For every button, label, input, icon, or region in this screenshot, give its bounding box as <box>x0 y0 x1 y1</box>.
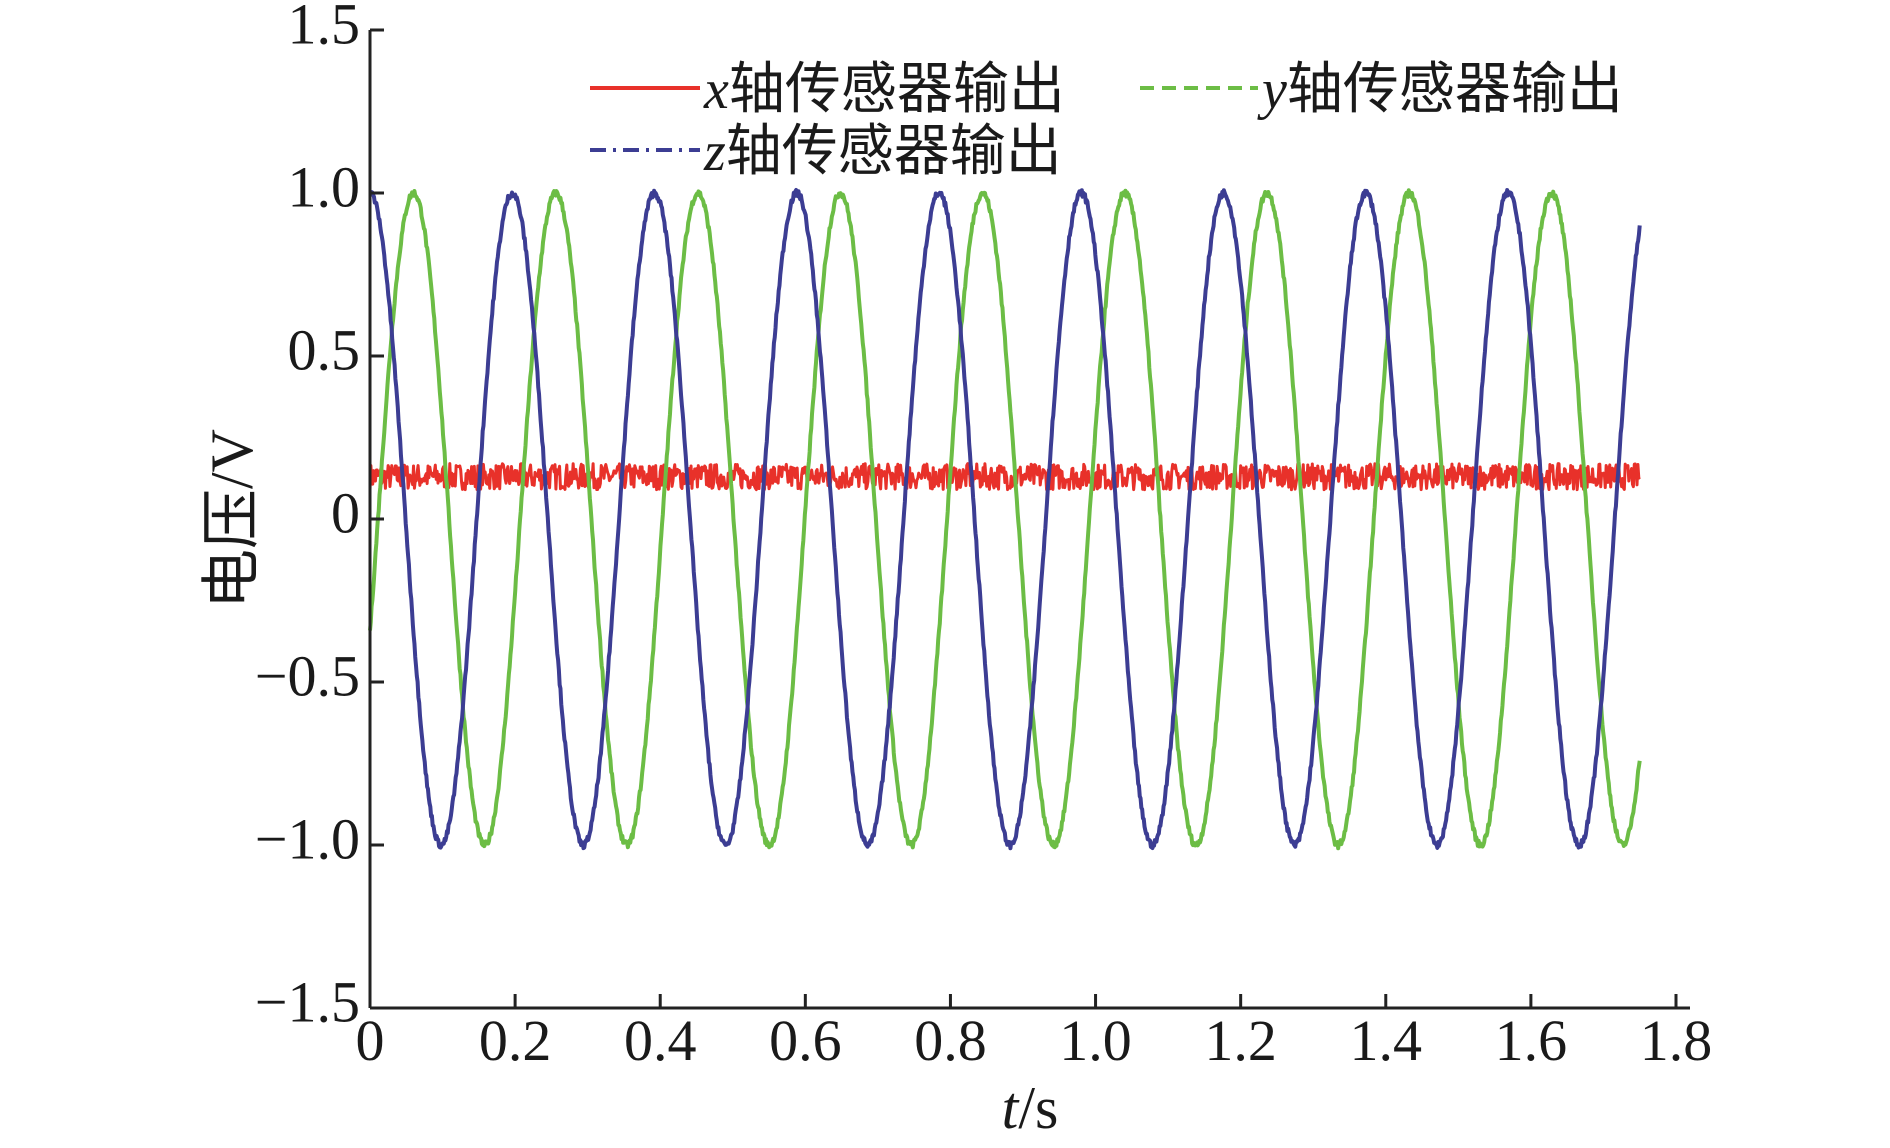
y-tick-label: 1.0 <box>288 154 361 219</box>
legend-entry-z: z轴传感器输出 <box>590 121 1062 183</box>
series-x <box>368 462 1641 492</box>
x-tick-label: 1.4 <box>1350 1008 1423 1073</box>
legend-entry-y: y轴传感器输出 <box>1140 59 1623 121</box>
x-tick-label: 0.4 <box>624 1008 697 1073</box>
y-tick-label: 0 <box>331 480 360 545</box>
x-axis-label-unit: /s <box>1018 1075 1058 1141</box>
y-tick-label: −1.5 <box>255 969 360 1034</box>
y-axis-label: 电压/V <box>199 429 265 609</box>
y-ticks: 1.5 1.0 0.5 0 −0.5 −1.0 −1.5 <box>255 0 384 1034</box>
x-ticks: 0 0.2 0.4 0.6 0.8 1.0 1.2 1.4 1.6 1.8 <box>356 994 1713 1073</box>
legend-entry-x: x轴传感器输出 <box>590 59 1065 121</box>
x-tick-label: 0.6 <box>769 1008 842 1073</box>
x-tick-label: 1.8 <box>1640 1008 1713 1073</box>
x-tick-label: 1.2 <box>1204 1008 1277 1073</box>
x-axis-label: t/s <box>1002 1075 1059 1141</box>
legend-label-z-suffix: 轴传感器输出 <box>726 121 1062 183</box>
legend-label-z: z轴传感器输出 <box>703 121 1062 183</box>
legend-label-z-var: z <box>703 121 726 183</box>
legend-label-y-var: y <box>1257 59 1287 121</box>
legend-label-x-suffix: 轴传感器输出 <box>729 59 1065 121</box>
y-tick-label: −1.0 <box>255 806 360 871</box>
x-tick-label: 0 <box>356 1008 385 1073</box>
x-tick-label: 0.8 <box>914 1008 987 1073</box>
legend-label-y-suffix: 轴传感器输出 <box>1287 59 1623 121</box>
y-tick-label: 0.5 <box>288 317 361 382</box>
legend: x轴传感器输出 y轴传感器输出 z轴传感器输出 <box>590 59 1623 183</box>
legend-label-x-var: x <box>703 59 729 121</box>
series-z <box>368 187 1642 851</box>
x-tick-label: 1.0 <box>1059 1008 1132 1073</box>
x-tick-label: 1.6 <box>1495 1008 1568 1073</box>
x-tick-label: 0.2 <box>479 1008 552 1073</box>
legend-label-x: x轴传感器输出 <box>703 59 1065 121</box>
legend-label-y: y轴传感器输出 <box>1257 59 1623 121</box>
series-y <box>368 188 1642 851</box>
series-layer <box>368 187 1642 851</box>
y-tick-label: −0.5 <box>255 643 360 708</box>
x-axis-label-var: t <box>1002 1075 1020 1141</box>
y-tick-label: 1.5 <box>288 0 361 56</box>
